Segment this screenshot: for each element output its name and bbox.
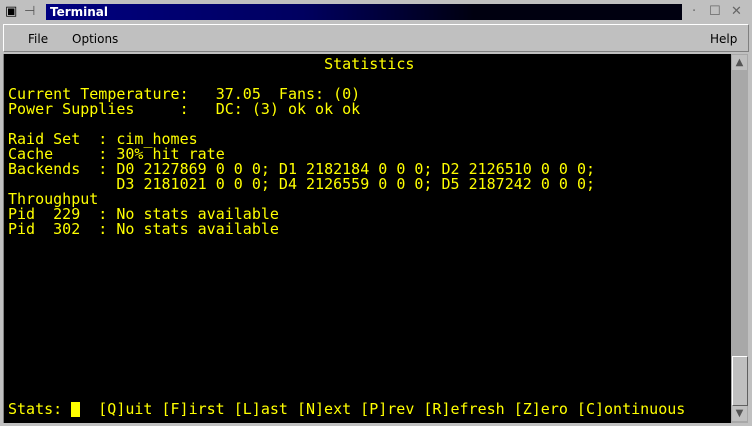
title-bar: ▣ ⊣ Terminal · ☐ ✕: [0, 0, 752, 24]
menu-help[interactable]: Help: [710, 32, 738, 46]
vertical-scrollbar[interactable]: ▲ ▼: [731, 54, 748, 423]
menu-bar: File Options Help: [3, 24, 749, 52]
terminal-line: Pid 229 : No stats available: [8, 205, 279, 223]
scrollbar-thumb[interactable]: [732, 356, 748, 406]
close-icon[interactable]: ✕: [731, 4, 742, 19]
terminal-line: Cache : 30% hit rate: [8, 145, 225, 163]
command-help: [Q]uit [F]irst [L]ast [N]ext [P]rev [R]e…: [80, 400, 686, 418]
terminal-line: Raid Set : cim_homes: [8, 130, 198, 148]
terminal-line: Statistics: [8, 55, 415, 73]
terminal-line: Throughput: [8, 190, 99, 208]
terminal-line: Current Temperature: 37.05 Fans: (0): [8, 85, 361, 103]
command-prompt-line: Stats: [Q]uit [F]irst [L]ast [N]ext [P]r…: [8, 402, 685, 417]
maximize-icon[interactable]: ☐: [709, 4, 721, 19]
text-cursor: [71, 402, 81, 417]
terminal-screen[interactable]: Statistics Current Temperature: 37.05 Fa…: [3, 54, 732, 423]
menu-options[interactable]: Options: [72, 32, 119, 46]
window-title: Terminal: [46, 4, 474, 20]
terminal-line: Power Supplies : DC: (3) ok ok ok: [8, 100, 361, 118]
terminal-line: Pid 302 : No stats available: [8, 220, 279, 238]
terminal-line: Backends : D0 2127869 0 0 0; D1 2182184 …: [8, 160, 595, 178]
title-gradient: [474, 4, 682, 20]
pin-icon[interactable]: ⊣: [24, 4, 36, 19]
prompt-label: Stats:: [8, 400, 72, 418]
scroll-down-icon[interactable]: ▼: [732, 406, 747, 421]
terminal-window-icon[interactable]: ▣: [5, 4, 18, 19]
terminal-line: D3 2181021 0 0 0; D4 2126559 0 0 0; D5 2…: [8, 175, 595, 193]
minimize-icon[interactable]: ·: [692, 4, 697, 19]
menu-file[interactable]: File: [28, 32, 49, 46]
scroll-up-icon[interactable]: ▲: [732, 55, 747, 70]
